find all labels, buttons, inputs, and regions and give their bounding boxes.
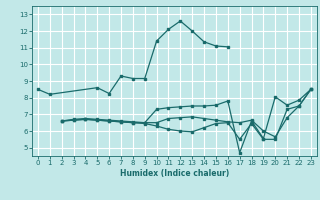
X-axis label: Humidex (Indice chaleur): Humidex (Indice chaleur) bbox=[120, 169, 229, 178]
